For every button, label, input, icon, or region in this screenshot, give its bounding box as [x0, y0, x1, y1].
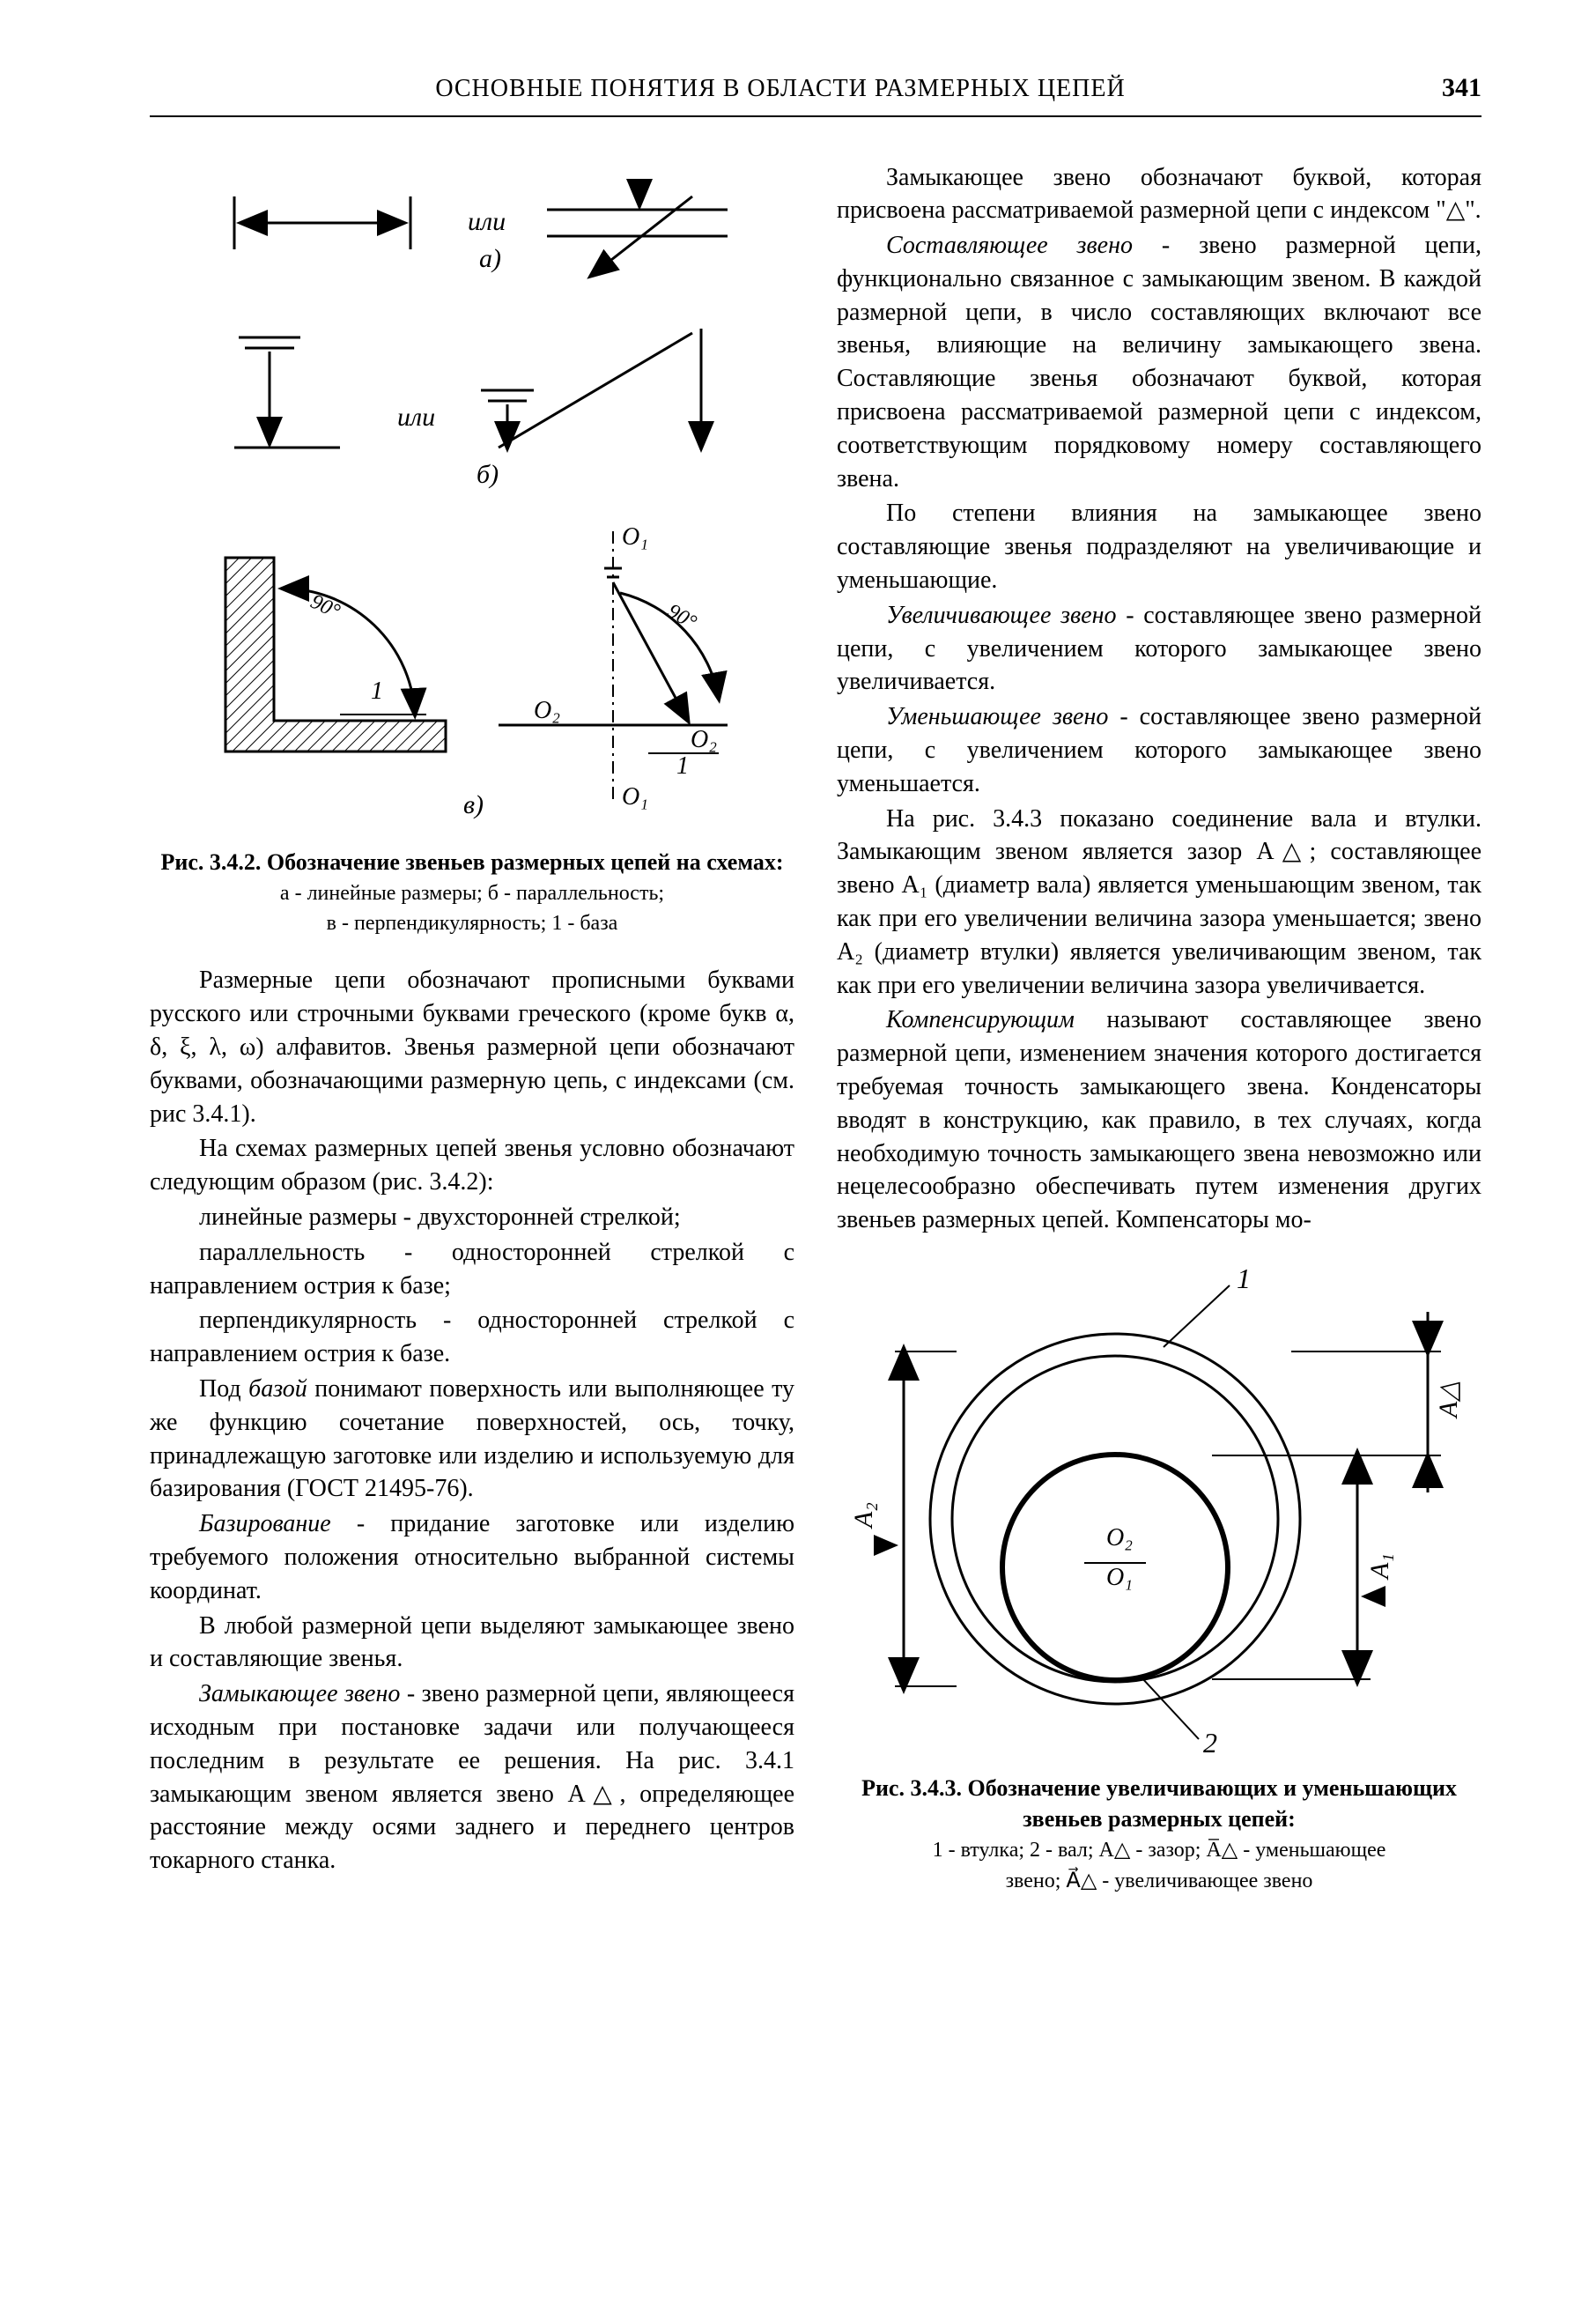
figure-3-4-3: O₂ O₁ 1 2 A₂ A₁ — [837, 1263, 1481, 1895]
para-r7: Компенсирующим называют составляющее зве… — [837, 1003, 1481, 1237]
para-l6: Под базой понимают поверхность или выпол… — [150, 1373, 794, 1506]
two-column-layout: или а) или — [150, 161, 1481, 1922]
para-r6: На рис. 3.4.3 показано соединение вала и… — [837, 803, 1481, 1003]
svg-text:90°: 90° — [307, 589, 344, 623]
figure-3-4-2: или а) или — [150, 170, 794, 938]
svg-text:1: 1 — [1237, 1263, 1251, 1294]
para-r5: Уменьшающее звено - составляющее звено р… — [837, 700, 1481, 800]
fig342-label-or-b: или — [397, 403, 435, 432]
fig342-sub-a: а) — [479, 244, 501, 273]
fig342-sub-v: в) — [463, 790, 484, 819]
para-r1: Замыкающее звено обозначают буквой, кото… — [837, 161, 1481, 228]
para-r2: Составляющее звено - звено размерной цеп… — [837, 229, 1481, 495]
para-l2: На схемах размерных цепей звенья условно… — [150, 1132, 794, 1199]
para-r4: Увеличивающее звено - составляющее звено… — [837, 599, 1481, 699]
svg-text:O₁: O₁ — [622, 523, 648, 551]
svg-text:O₁: O₁ — [622, 783, 648, 811]
running-title: ОСНОВНЫЕ ПОНЯТИЯ В ОБЛАСТИ РАЗМЕРНЫХ ЦЕП… — [150, 72, 1411, 106]
para-l3: линейные размеры - двухсторонней стрелко… — [150, 1201, 794, 1234]
svg-text:O₂: O₂ — [1106, 1524, 1133, 1551]
para-r3: По степени влияния на замыкающее звено с… — [837, 497, 1481, 596]
svg-text:O₂: O₂ — [534, 697, 560, 724]
para-l1: Размерные цепи обозначают прописными бук… — [150, 964, 794, 1130]
para-l5: перпендикулярность - односторонней стрел… — [150, 1304, 794, 1371]
svg-text:90°: 90° — [663, 599, 700, 634]
svg-text:O₁: O₁ — [1106, 1564, 1133, 1591]
svg-text:A₂: A₂ — [851, 1502, 878, 1529]
para-l8: В любой размерной цепи выделяют замыкающ… — [150, 1610, 794, 1677]
page-header: ОСНОВНЫЕ ПОНЯТИЯ В ОБЛАСТИ РАЗМЕРНЫХ ЦЕП… — [150, 70, 1481, 117]
fig342-label-or-a: или — [468, 207, 506, 236]
figure-3-4-3-caption: Рис. 3.4.3. Обозначение увеличивающих и … — [837, 1773, 1481, 1895]
left-column: или а) или — [150, 161, 794, 1922]
svg-text:1: 1 — [676, 752, 689, 780]
svg-text:2: 2 — [1203, 1727, 1217, 1759]
figure-3-4-2-caption: Рис. 3.4.2. Обозначение звеньев размерны… — [150, 847, 794, 938]
svg-text:A₁: A₁ — [1365, 1553, 1394, 1581]
para-l7: Базирование - придание заготовке или изд… — [150, 1507, 794, 1607]
svg-text:O₂: O₂ — [691, 726, 717, 753]
para-l4: параллельность - односторонней стрелкой … — [150, 1236, 794, 1303]
page-number: 341 — [1411, 70, 1481, 107]
fig342-sub-b: б) — [477, 460, 499, 489]
right-column: Замыкающее звено обозначают буквой, кото… — [837, 161, 1481, 1922]
fig342-one-left: 1 — [371, 678, 383, 705]
para-l9: Замыкающее звено - звено размерной цепи,… — [150, 1677, 794, 1877]
svg-text:A△: A△ — [1434, 1381, 1463, 1419]
